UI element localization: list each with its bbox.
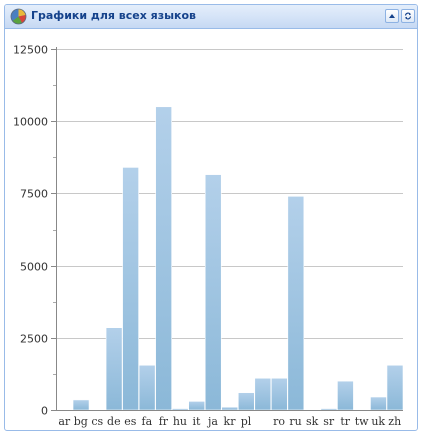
chart-area: 0 2500 5000 7500 10000 12500 ar bg cs de es fa fr hu i… (5, 29, 418, 431)
y-tick-label: 10000 (13, 116, 48, 129)
bar-unlabeled[interactable] (255, 378, 271, 410)
x-category-label: fa (142, 415, 153, 428)
bar-hu[interactable] (172, 409, 188, 410)
x-category-label: kr (224, 415, 237, 428)
refresh-button[interactable] (401, 9, 415, 23)
x-category-label: tr (340, 415, 350, 428)
collapse-button[interactable] (385, 9, 399, 23)
bar-bg[interactable] (73, 400, 89, 410)
bar-es[interactable] (123, 167, 139, 410)
refresh-icon (404, 12, 412, 20)
x-category-label: uk (371, 415, 385, 428)
bar-zh[interactable] (387, 365, 403, 410)
x-category-label: ar (58, 415, 71, 428)
x-category-label: zh (388, 415, 401, 428)
bar-sr[interactable] (321, 409, 337, 410)
x-category-label: bg (74, 415, 88, 428)
x-category-label: it (192, 415, 201, 428)
chart-panel: Графики для всех языков (4, 4, 418, 431)
bar-ja[interactable] (205, 175, 221, 410)
y-tick-label: 7500 (20, 188, 48, 201)
x-category-label: de (107, 415, 121, 428)
chart-palette-icon (10, 8, 27, 25)
panel-title: Графики для всех языков (31, 9, 196, 22)
bar-tr[interactable] (337, 381, 353, 410)
y-tick-label: 0 (41, 405, 48, 418)
bar-chart: 0 2500 5000 7500 10000 12500 ar bg cs de es fa fr hu i… (5, 29, 418, 431)
bar-ru[interactable] (288, 196, 304, 410)
x-category-label: hu (173, 415, 187, 428)
y-tick-label: 2500 (20, 333, 48, 346)
bar-de[interactable] (106, 328, 122, 410)
x-category-label: sk (306, 415, 319, 428)
x-category-label: ro (273, 415, 285, 428)
y-tick-label: 5000 (20, 261, 48, 274)
x-category-label: sr (323, 415, 335, 428)
bar-uk[interactable] (370, 397, 386, 410)
panel-header: Графики для всех языков (5, 5, 417, 29)
x-category-label: cs (91, 415, 103, 428)
x-category-label: es (124, 415, 137, 428)
bar-kr[interactable] (222, 407, 238, 410)
bar-pl[interactable] (238, 393, 254, 410)
y-tick-label: 12500 (13, 44, 48, 57)
x-category-label: fr (159, 415, 169, 428)
bar-it[interactable] (189, 401, 205, 410)
bar-fr[interactable] (156, 107, 172, 410)
x-category-label: pl (241, 415, 252, 428)
x-category-label: tw (355, 415, 369, 428)
x-category-label: ru (289, 415, 301, 428)
collapse-up-icon (388, 12, 396, 20)
x-category-label: ja (206, 415, 218, 428)
bar-fa[interactable] (139, 365, 155, 410)
bar-ro[interactable] (271, 378, 287, 410)
